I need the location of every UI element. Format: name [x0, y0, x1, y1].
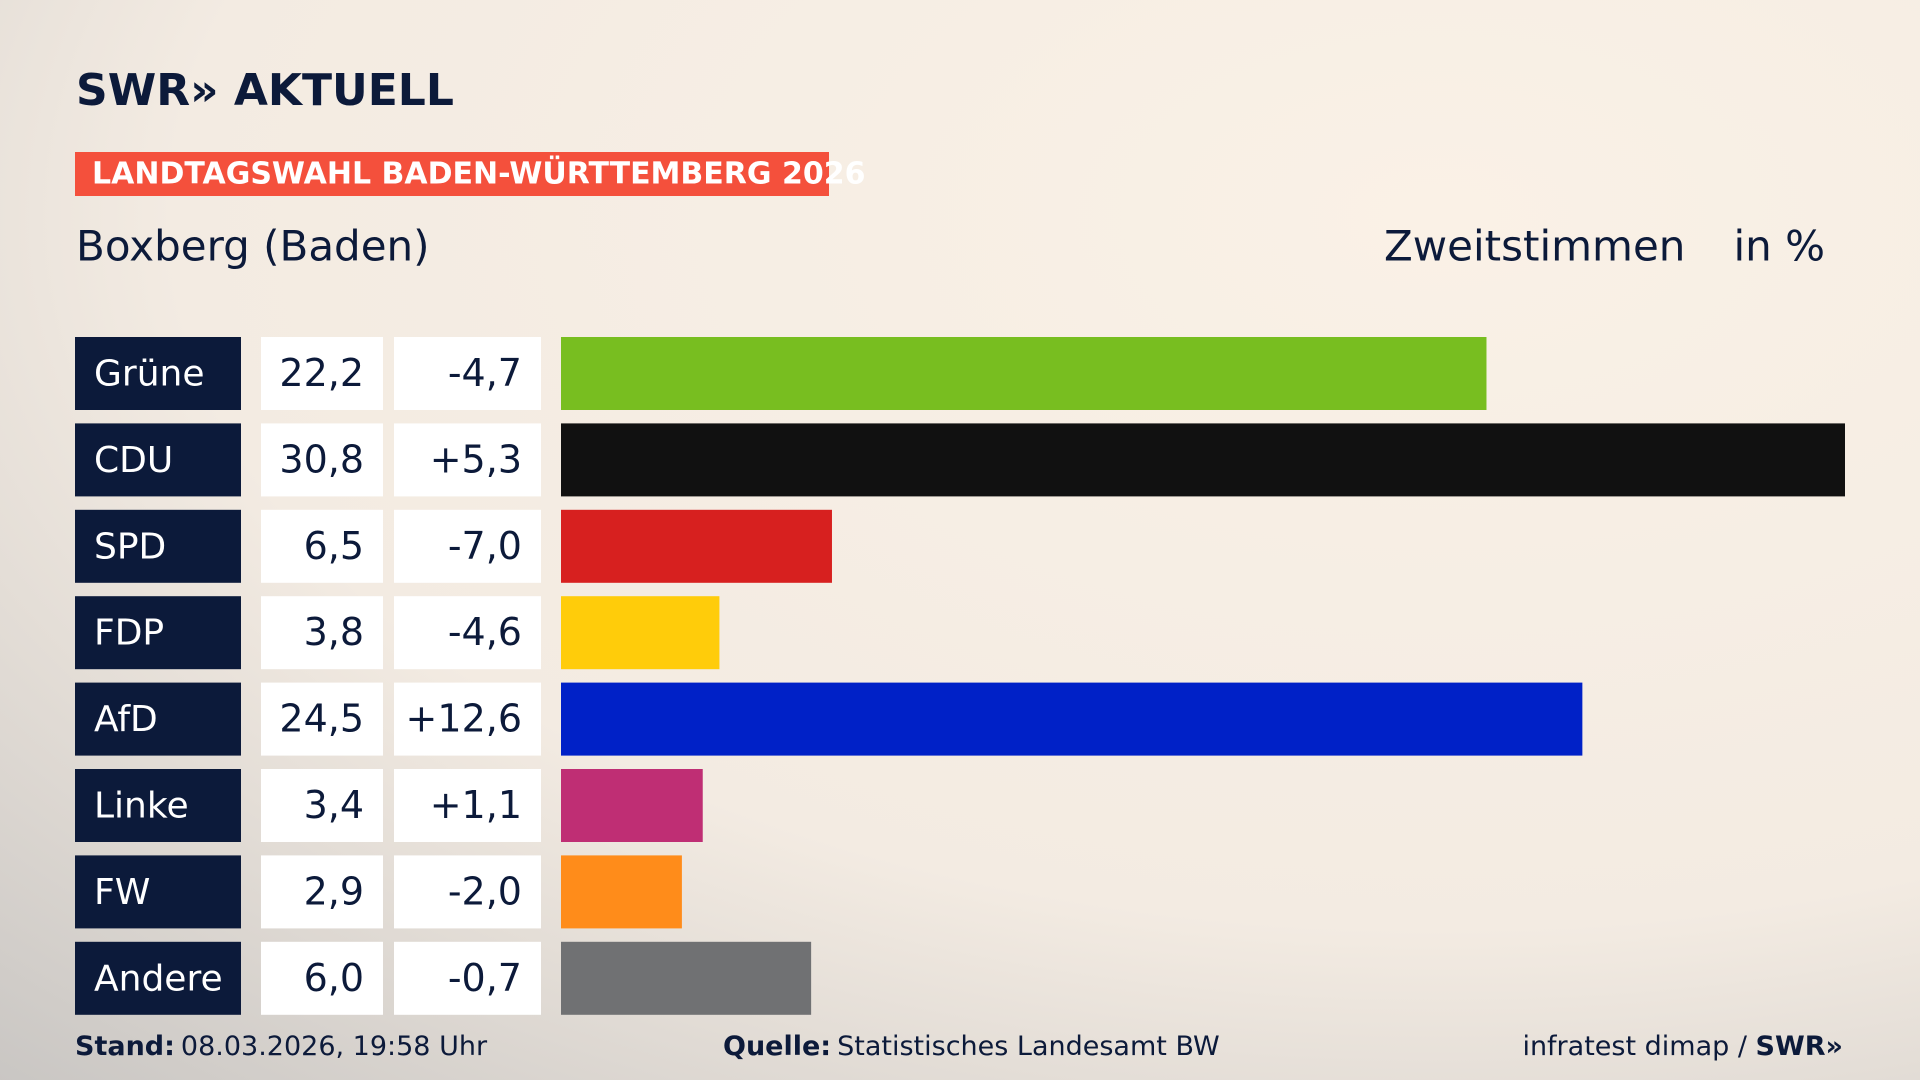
change-label: -0,7	[448, 956, 522, 1000]
subtitle: Boxberg (Baden)	[76, 222, 430, 271]
footer-stand: Stand: 08.03.2026, 19:58 Uhr	[75, 1031, 488, 1062]
unit: in %	[1733, 222, 1825, 271]
value-box	[261, 941, 383, 1015]
credit: infratest dimap /	[1522, 1031, 1755, 1062]
change-label: -2,0	[448, 869, 522, 913]
category-box	[75, 769, 241, 842]
bar	[561, 423, 1845, 497]
value-box	[261, 423, 383, 497]
change-box	[394, 423, 541, 497]
credit-brand: SWR»	[1756, 1031, 1843, 1062]
category-label: FDP	[94, 613, 164, 654]
category-label: SPD	[94, 526, 166, 567]
value-box	[261, 769, 383, 842]
category-label: Grüne	[94, 354, 204, 395]
category-label: AfD	[94, 699, 158, 740]
footer-source: Quelle: Statistisches Landesamt BW	[723, 1031, 1220, 1062]
value-label: 2,9	[304, 869, 364, 913]
change-label: +1,1	[430, 783, 522, 827]
change-label: -4,6	[448, 610, 522, 654]
value-box	[261, 596, 383, 670]
footer-credit: infratest dimap / SWR»	[1522, 1031, 1843, 1062]
category-box	[75, 596, 241, 670]
value-label: 6,0	[304, 956, 364, 1000]
value-box	[261, 682, 383, 756]
change-box	[394, 855, 541, 929]
bar	[561, 855, 682, 929]
value-box	[261, 337, 383, 410]
change-box	[394, 682, 541, 756]
change-box	[394, 769, 541, 842]
value-label: 6,5	[304, 524, 364, 568]
category-box	[75, 423, 241, 497]
source: Statistisches Landesamt BW	[837, 1031, 1220, 1062]
category-label: FW	[94, 872, 150, 913]
value-box	[261, 855, 383, 929]
bar	[561, 941, 812, 1015]
category-box	[75, 682, 241, 756]
value-label: 3,4	[304, 783, 364, 827]
change-box	[394, 509, 541, 583]
change-box	[394, 596, 541, 670]
change-box	[394, 941, 541, 1015]
value-label: 3,8	[304, 610, 364, 654]
value-label: 24,5	[279, 697, 364, 741]
stand-label: Stand:	[75, 1031, 175, 1062]
change-label: +12,6	[406, 697, 522, 741]
value-box	[261, 509, 383, 583]
title-banner	[75, 152, 829, 196]
value-label: 22,2	[279, 351, 364, 395]
category-label: Linke	[94, 786, 189, 827]
source-label: Quelle:	[723, 1031, 831, 1062]
bar	[561, 596, 720, 670]
change-box	[394, 337, 541, 410]
value-label: 30,8	[279, 437, 364, 481]
category-label: CDU	[94, 440, 173, 481]
change-label: +5,3	[430, 437, 522, 481]
change-label: -4,7	[448, 351, 522, 395]
category-label: Andere	[94, 958, 223, 999]
category-box	[75, 855, 241, 929]
brand: SWR» AKTUELL	[76, 65, 454, 116]
change-label: -7,0	[448, 524, 522, 568]
category-box	[75, 509, 241, 583]
category-box	[75, 941, 241, 1015]
bar	[561, 337, 1487, 410]
bar	[561, 509, 832, 583]
category-box	[75, 337, 241, 410]
chart-title: LANDTAGSWAHL BADEN-WÜRTTEMBERG 2026	[92, 155, 865, 192]
bar	[561, 682, 1583, 756]
stand: 08.03.2026, 19:58 Uhr	[181, 1031, 488, 1062]
measure: Zweitstimmen	[1384, 222, 1685, 271]
bar	[561, 769, 703, 842]
